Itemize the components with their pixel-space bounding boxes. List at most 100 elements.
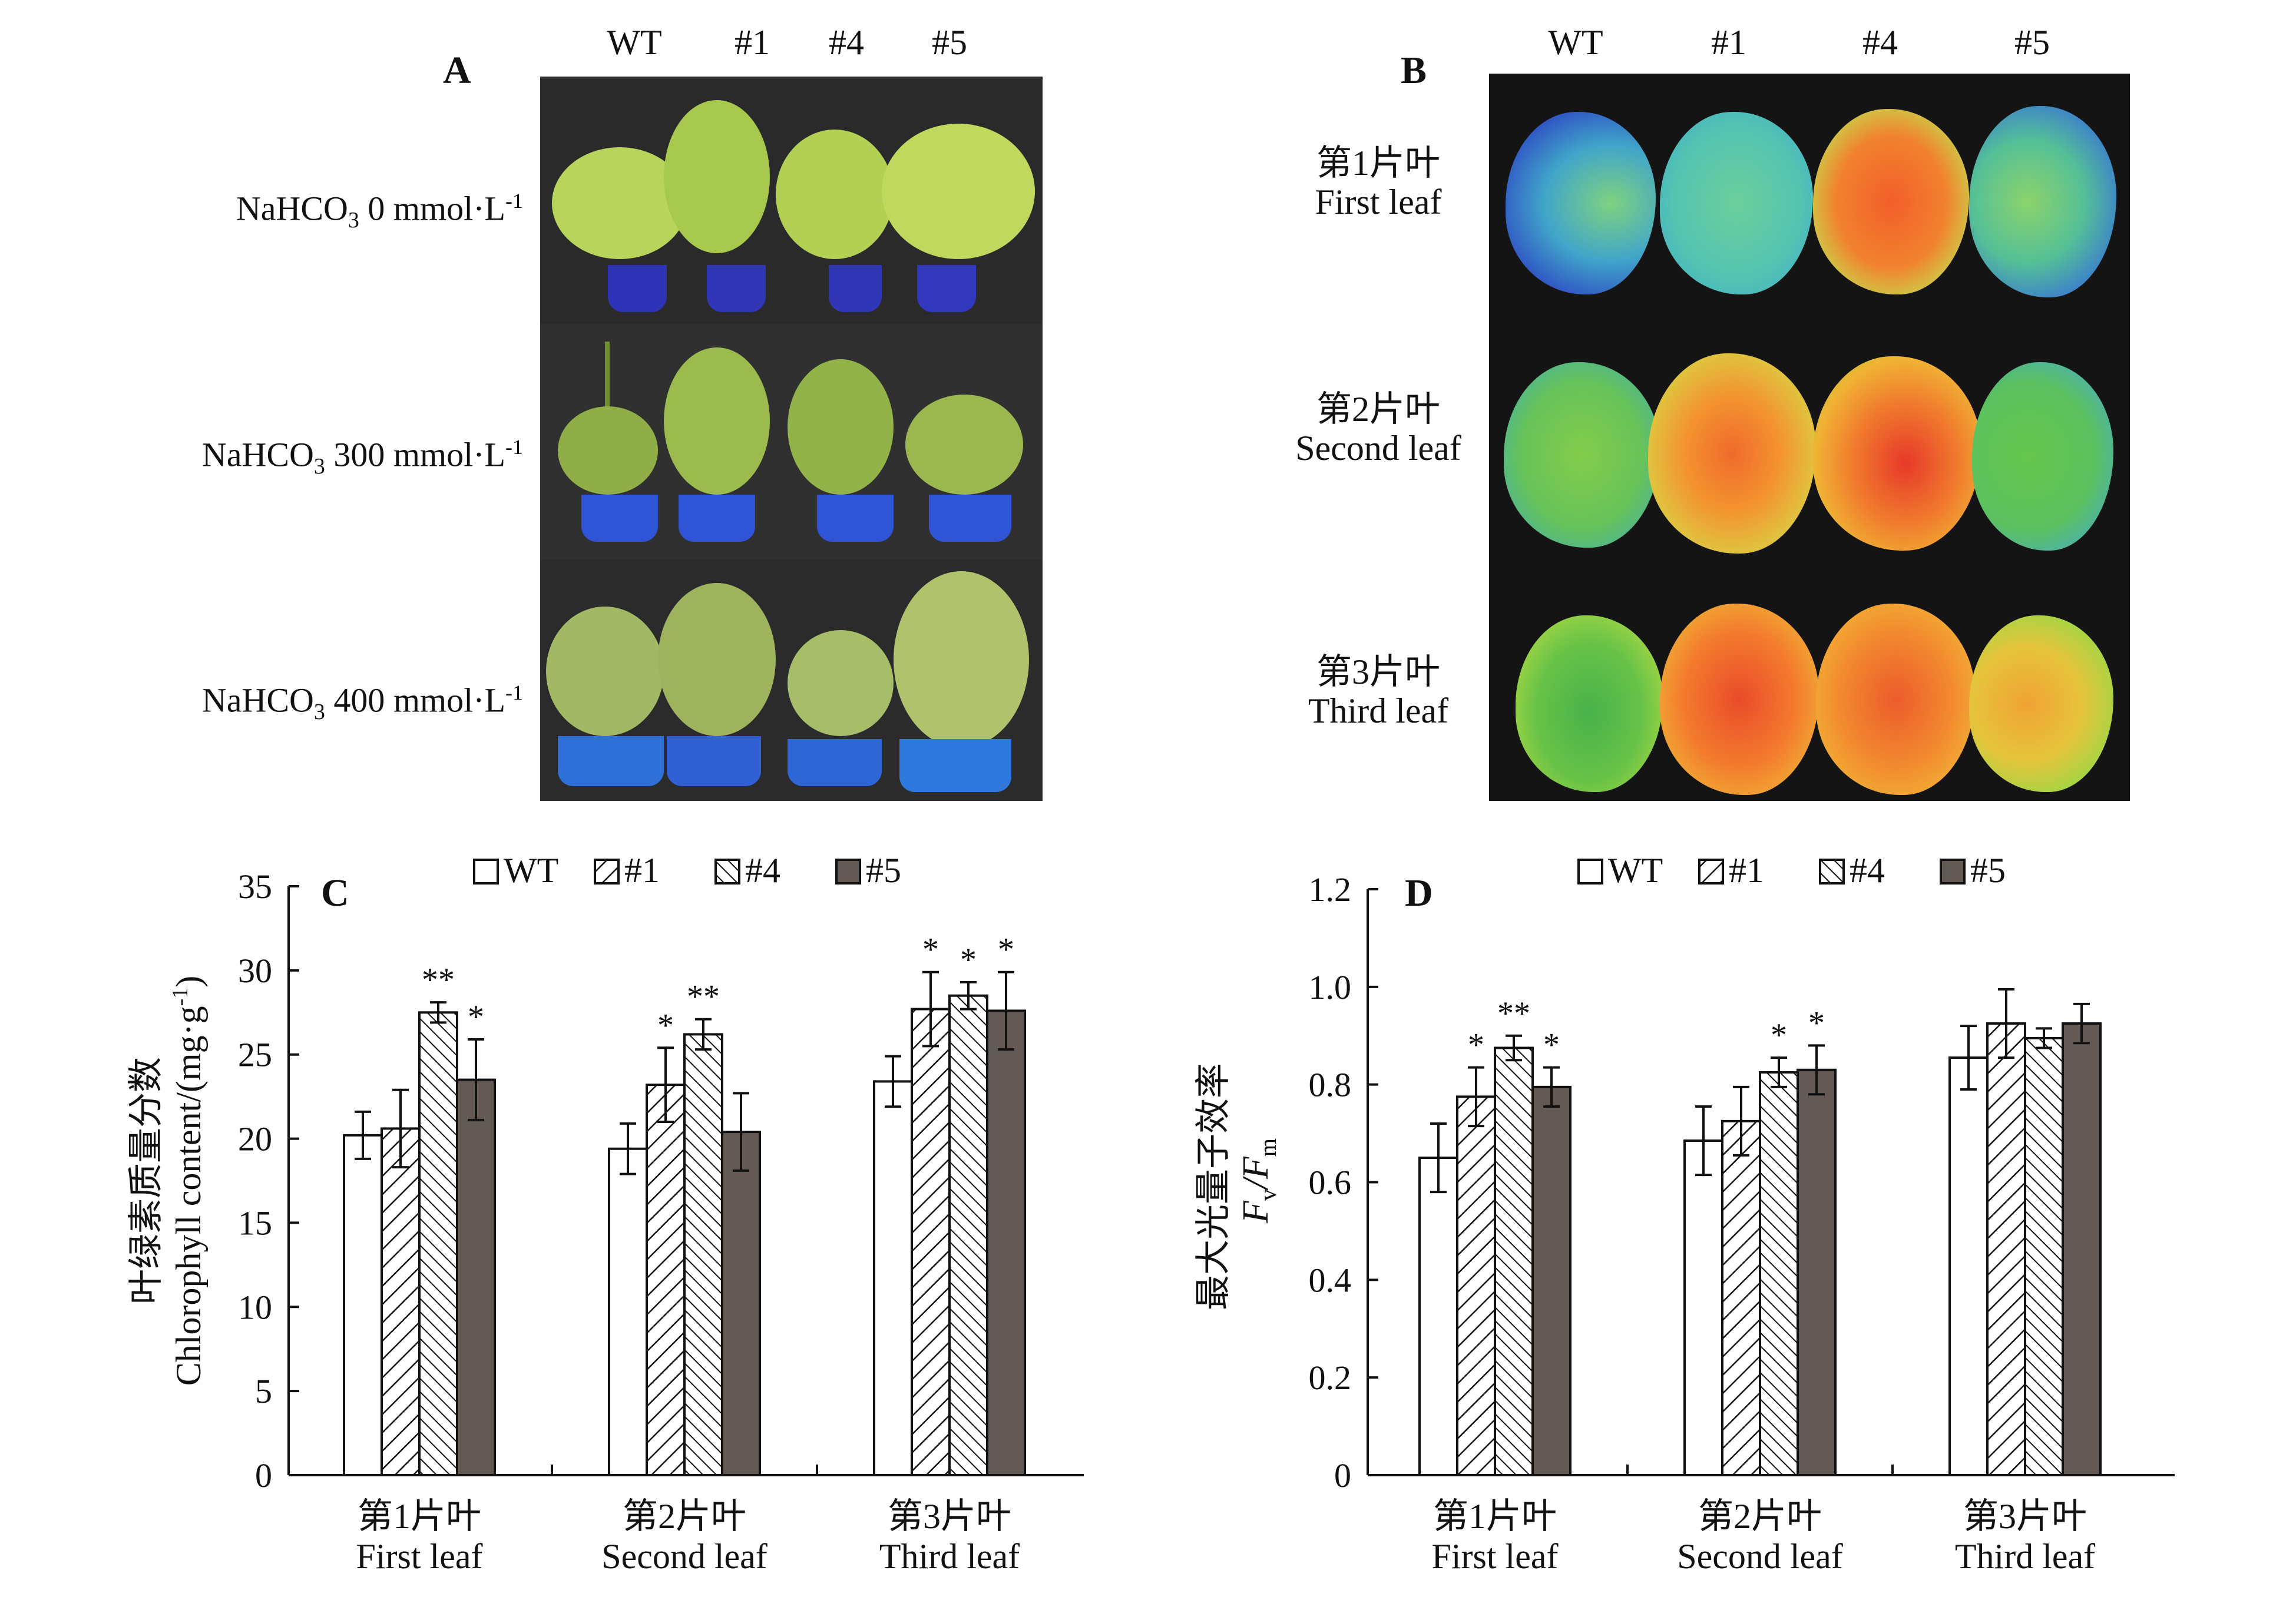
bar (948, 994, 988, 1476)
bar (381, 1127, 421, 1476)
bar (608, 1147, 648, 1476)
leaf-fluorescence (1813, 356, 1981, 551)
panel-a-col-5: #5 (932, 23, 967, 62)
significance-label: * (922, 932, 939, 968)
leaf-fluorescence (1506, 112, 1656, 294)
panel-a-col-4: #4 (829, 23, 864, 62)
y-tick-label: 25 (238, 1036, 272, 1074)
category-label-en: First leaf (356, 1537, 483, 1576)
bar (683, 1033, 723, 1476)
leaf-fluorescence (1969, 615, 2113, 792)
panel-a-row-2-label: NaHCO3 400 mmol·L-1 (201, 681, 523, 724)
plant-foliage (658, 583, 776, 736)
legend-swatch (835, 859, 861, 885)
y-tick-label: 0.2 (1309, 1359, 1352, 1397)
legend-swatch (1940, 859, 1966, 885)
bar (1721, 1119, 1761, 1476)
pot (558, 736, 664, 786)
significance-label: * (1543, 1027, 1560, 1064)
leaf-fluorescence (1813, 109, 1969, 294)
category-label-zh: 第1片叶 (358, 1497, 481, 1536)
bar (1456, 1095, 1496, 1477)
bar (721, 1131, 761, 1476)
plant-foliage (905, 395, 1023, 495)
bar (456, 1078, 496, 1476)
bar (2024, 1036, 2064, 1477)
bar (873, 1080, 913, 1476)
category-label-zh: 第1片叶 (1433, 1497, 1557, 1536)
significance-label: * (1808, 1005, 1825, 1041)
plant-foliage (558, 406, 658, 495)
y-tick-label: 10 (238, 1288, 272, 1326)
panel-letter: C (321, 872, 349, 915)
legend-label: #5 (1970, 851, 2006, 890)
plant-foliage (664, 100, 770, 253)
category-label-zh: 第3片叶 (888, 1497, 1011, 1536)
legend-label: #1 (624, 851, 660, 890)
y-axis-label-zh: 最大光量子效率 (1194, 1063, 1233, 1310)
legend-swatch (1819, 859, 1845, 885)
pot (679, 495, 755, 542)
pot (829, 265, 882, 312)
bar (1986, 1022, 2026, 1477)
bar (1531, 1085, 1572, 1476)
significance-label: ** (1497, 995, 1530, 1032)
significance-label: * (998, 932, 1014, 968)
panel-b-col-5: #5 (2014, 23, 2050, 62)
pot (667, 736, 761, 786)
pot (917, 265, 976, 312)
category-label-en: Third leaf (1955, 1537, 2095, 1576)
significance-label: * (468, 999, 484, 1035)
panel-a-letter: A (443, 49, 471, 92)
legend-label: #5 (866, 851, 901, 890)
photo-tier-400mm (540, 559, 1043, 801)
panel-a-row-0-label: NaHCO3 0 mmol·L-1 (236, 189, 523, 233)
legend-label: WT (1608, 851, 1663, 890)
y-tick-label: 35 (238, 867, 272, 906)
panel-letter: D (1405, 872, 1433, 915)
plant-foliage (788, 359, 894, 495)
leaf-fluorescence (1816, 604, 1975, 795)
panel-b-col-4: #4 (1862, 23, 1898, 62)
pot (788, 739, 882, 786)
category-label-en: Second leaf (1677, 1537, 1843, 1576)
bar (1418, 1157, 1458, 1476)
legend-swatch (594, 859, 620, 885)
y-tick-label: 0.6 (1309, 1164, 1352, 1202)
legend-label: #4 (1850, 851, 1885, 890)
pot (929, 495, 1011, 542)
y-tick-label: 0 (255, 1456, 272, 1495)
photo-tier-0mm (540, 77, 1043, 324)
y-axis-label-zh: 叶绿素质量分数 (127, 1057, 166, 1304)
bar (2062, 1022, 2102, 1477)
plant-foliage (546, 607, 664, 736)
leaf-fluorescence (1516, 615, 1663, 792)
bar (646, 1084, 686, 1476)
leaf-fluorescence (1972, 362, 2113, 551)
panel-a-row-1-label: NaHCO3 300 mmol·L-1 (201, 435, 523, 479)
bar (986, 1009, 1026, 1476)
y-tick-label: 1.2 (1309, 870, 1352, 909)
significance-label: * (1771, 1017, 1787, 1054)
pot (608, 265, 667, 312)
pot (899, 739, 1011, 792)
significance-label: * (1468, 1027, 1484, 1064)
panel-a-col-wt: WT (607, 23, 662, 62)
bar (911, 1008, 951, 1476)
y-axis-label-en: Fv/Fm (1236, 1138, 1281, 1224)
panel-b-col-wt: WT (1548, 23, 1603, 62)
legend-label: WT (504, 851, 558, 890)
pot (707, 265, 766, 312)
panel-b-letter: B (1401, 49, 1427, 92)
leaf-fluorescence (1504, 362, 1660, 548)
legend-swatch (1698, 859, 1724, 885)
y-axis-label-en: Chlorophyll content/(mg·g-1) (168, 976, 208, 1386)
panel-b-row-2-label: 第3片叶 Third leaf (1308, 652, 1449, 730)
leaf-fluorescence (1660, 112, 1813, 294)
category-label-zh: 第2片叶 (1698, 1497, 1822, 1536)
bar (1797, 1068, 1837, 1476)
bar (418, 1011, 458, 1477)
category-label-en: Second leaf (601, 1537, 767, 1576)
